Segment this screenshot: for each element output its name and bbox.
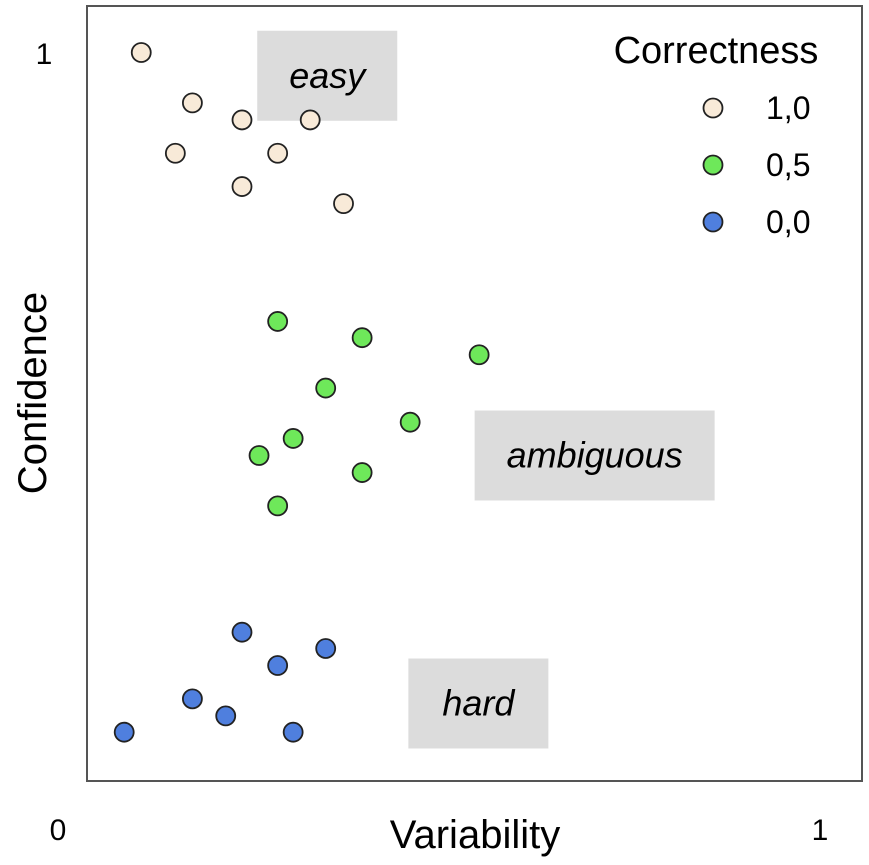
annotation-box-ambiguous: [474, 410, 715, 501]
data-point-series-2-5: [113, 721, 135, 743]
legend-title: Correctness: [614, 30, 819, 72]
legend-marker-0: [702, 97, 724, 119]
annotations: easy ambiguous hard: [257, 30, 715, 749]
x-tick-right: 1: [812, 814, 829, 847]
data-point-series-2-6: [282, 721, 304, 743]
data-point-series-2-2: [267, 655, 289, 676]
legend-marker-1: [702, 154, 724, 176]
annotation-label-hard: hard: [442, 683, 515, 724]
data-point-series-0-1: [181, 92, 203, 114]
legend-label-0: 1,0: [766, 90, 810, 126]
data-point-series-0-0: [130, 42, 152, 63]
data-point-series-2-3: [181, 688, 203, 710]
annotation-box-hard: [408, 658, 549, 749]
x-tick-left: 0: [50, 814, 67, 847]
data-point-series-0-7: [333, 193, 354, 215]
data-point-series-2-1: [315, 638, 337, 659]
data-point-series-0-3: [299, 109, 321, 131]
data-point-series-1-3: [315, 377, 337, 399]
data-point-series-1-0: [267, 311, 289, 332]
data-point-series-1-4: [399, 411, 421, 433]
annotation-box-easy: [257, 30, 398, 121]
y-tick-top: 1: [36, 38, 53, 71]
data-point-series-2-0: [231, 621, 253, 643]
annotation-label-easy: easy: [289, 55, 367, 96]
data-point-series-0-2: [231, 109, 253, 131]
legend: Correctness 1,0 0,5 0,0: [614, 30, 819, 240]
data-point-series-0-4: [164, 142, 186, 164]
data-point-series-0-6: [231, 176, 253, 197]
data-point-series-1-7: [351, 462, 373, 483]
data-point-series-1-8: [267, 495, 289, 517]
data-point-series-2-4: [215, 705, 237, 727]
annotation-label-ambiguous: ambiguous: [507, 435, 683, 476]
y-axis-label: Confidence: [11, 292, 55, 494]
data-point-series-1-5: [282, 428, 304, 449]
data-point-series-0-5: [267, 142, 289, 164]
plot-frame: [86, 5, 863, 782]
data-point-series-1-6: [248, 445, 270, 466]
legend-label-1: 0,5: [766, 147, 810, 183]
data-point-series-1-1: [351, 327, 373, 349]
legend-items: 1,0 0,5 0,0: [702, 90, 810, 240]
data-points: [113, 42, 490, 743]
data-point-series-1-2: [468, 344, 490, 366]
legend-label-2: 0,0: [766, 204, 810, 240]
legend-marker-2: [702, 211, 724, 233]
x-axis-label: Variability: [390, 813, 560, 857]
